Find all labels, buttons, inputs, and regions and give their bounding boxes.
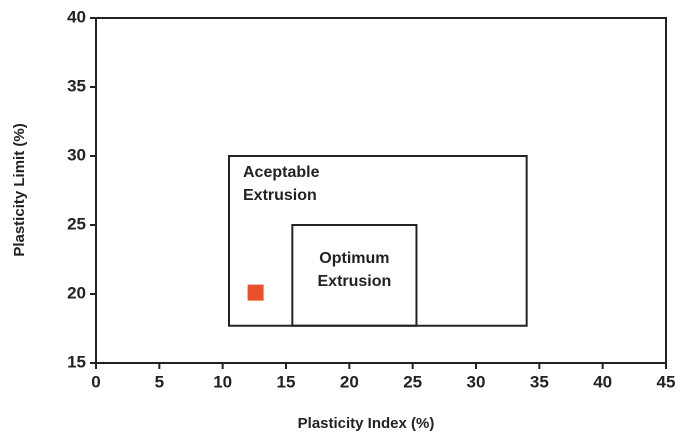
y-axis-title: Plasticity Limit (%) bbox=[11, 123, 28, 256]
x-tick-label: 0 bbox=[91, 372, 100, 391]
y-tick-label: 20 bbox=[67, 283, 86, 302]
x-tick-label: 20 bbox=[340, 372, 359, 391]
x-tick-label: 30 bbox=[467, 372, 486, 391]
y-tick-label: 30 bbox=[67, 145, 86, 164]
region-label: Extrusion bbox=[243, 187, 317, 204]
region-label: Aceptable bbox=[243, 164, 320, 181]
y-tick-label: 25 bbox=[67, 214, 86, 233]
x-tick-label: 40 bbox=[593, 372, 612, 391]
region bbox=[228, 155, 528, 327]
region-label: Extrusion bbox=[318, 273, 392, 290]
x-tick-label: 45 bbox=[657, 372, 676, 391]
x-tick-label: 10 bbox=[213, 372, 232, 391]
data-point bbox=[247, 284, 264, 301]
y-tick-label: 15 bbox=[67, 352, 86, 371]
y-tick-label: 35 bbox=[67, 76, 86, 95]
x-tick-label: 15 bbox=[277, 372, 296, 391]
region bbox=[291, 224, 418, 327]
x-tick-label: 25 bbox=[403, 372, 422, 391]
plot-frame bbox=[95, 17, 667, 364]
y-tick-label: 40 bbox=[67, 7, 86, 26]
x-tick-label: 5 bbox=[155, 372, 164, 391]
region-label: Optimum bbox=[319, 250, 389, 267]
x-axis-title: Plasticity Index (%) bbox=[298, 415, 435, 432]
x-tick-label: 35 bbox=[530, 372, 549, 391]
